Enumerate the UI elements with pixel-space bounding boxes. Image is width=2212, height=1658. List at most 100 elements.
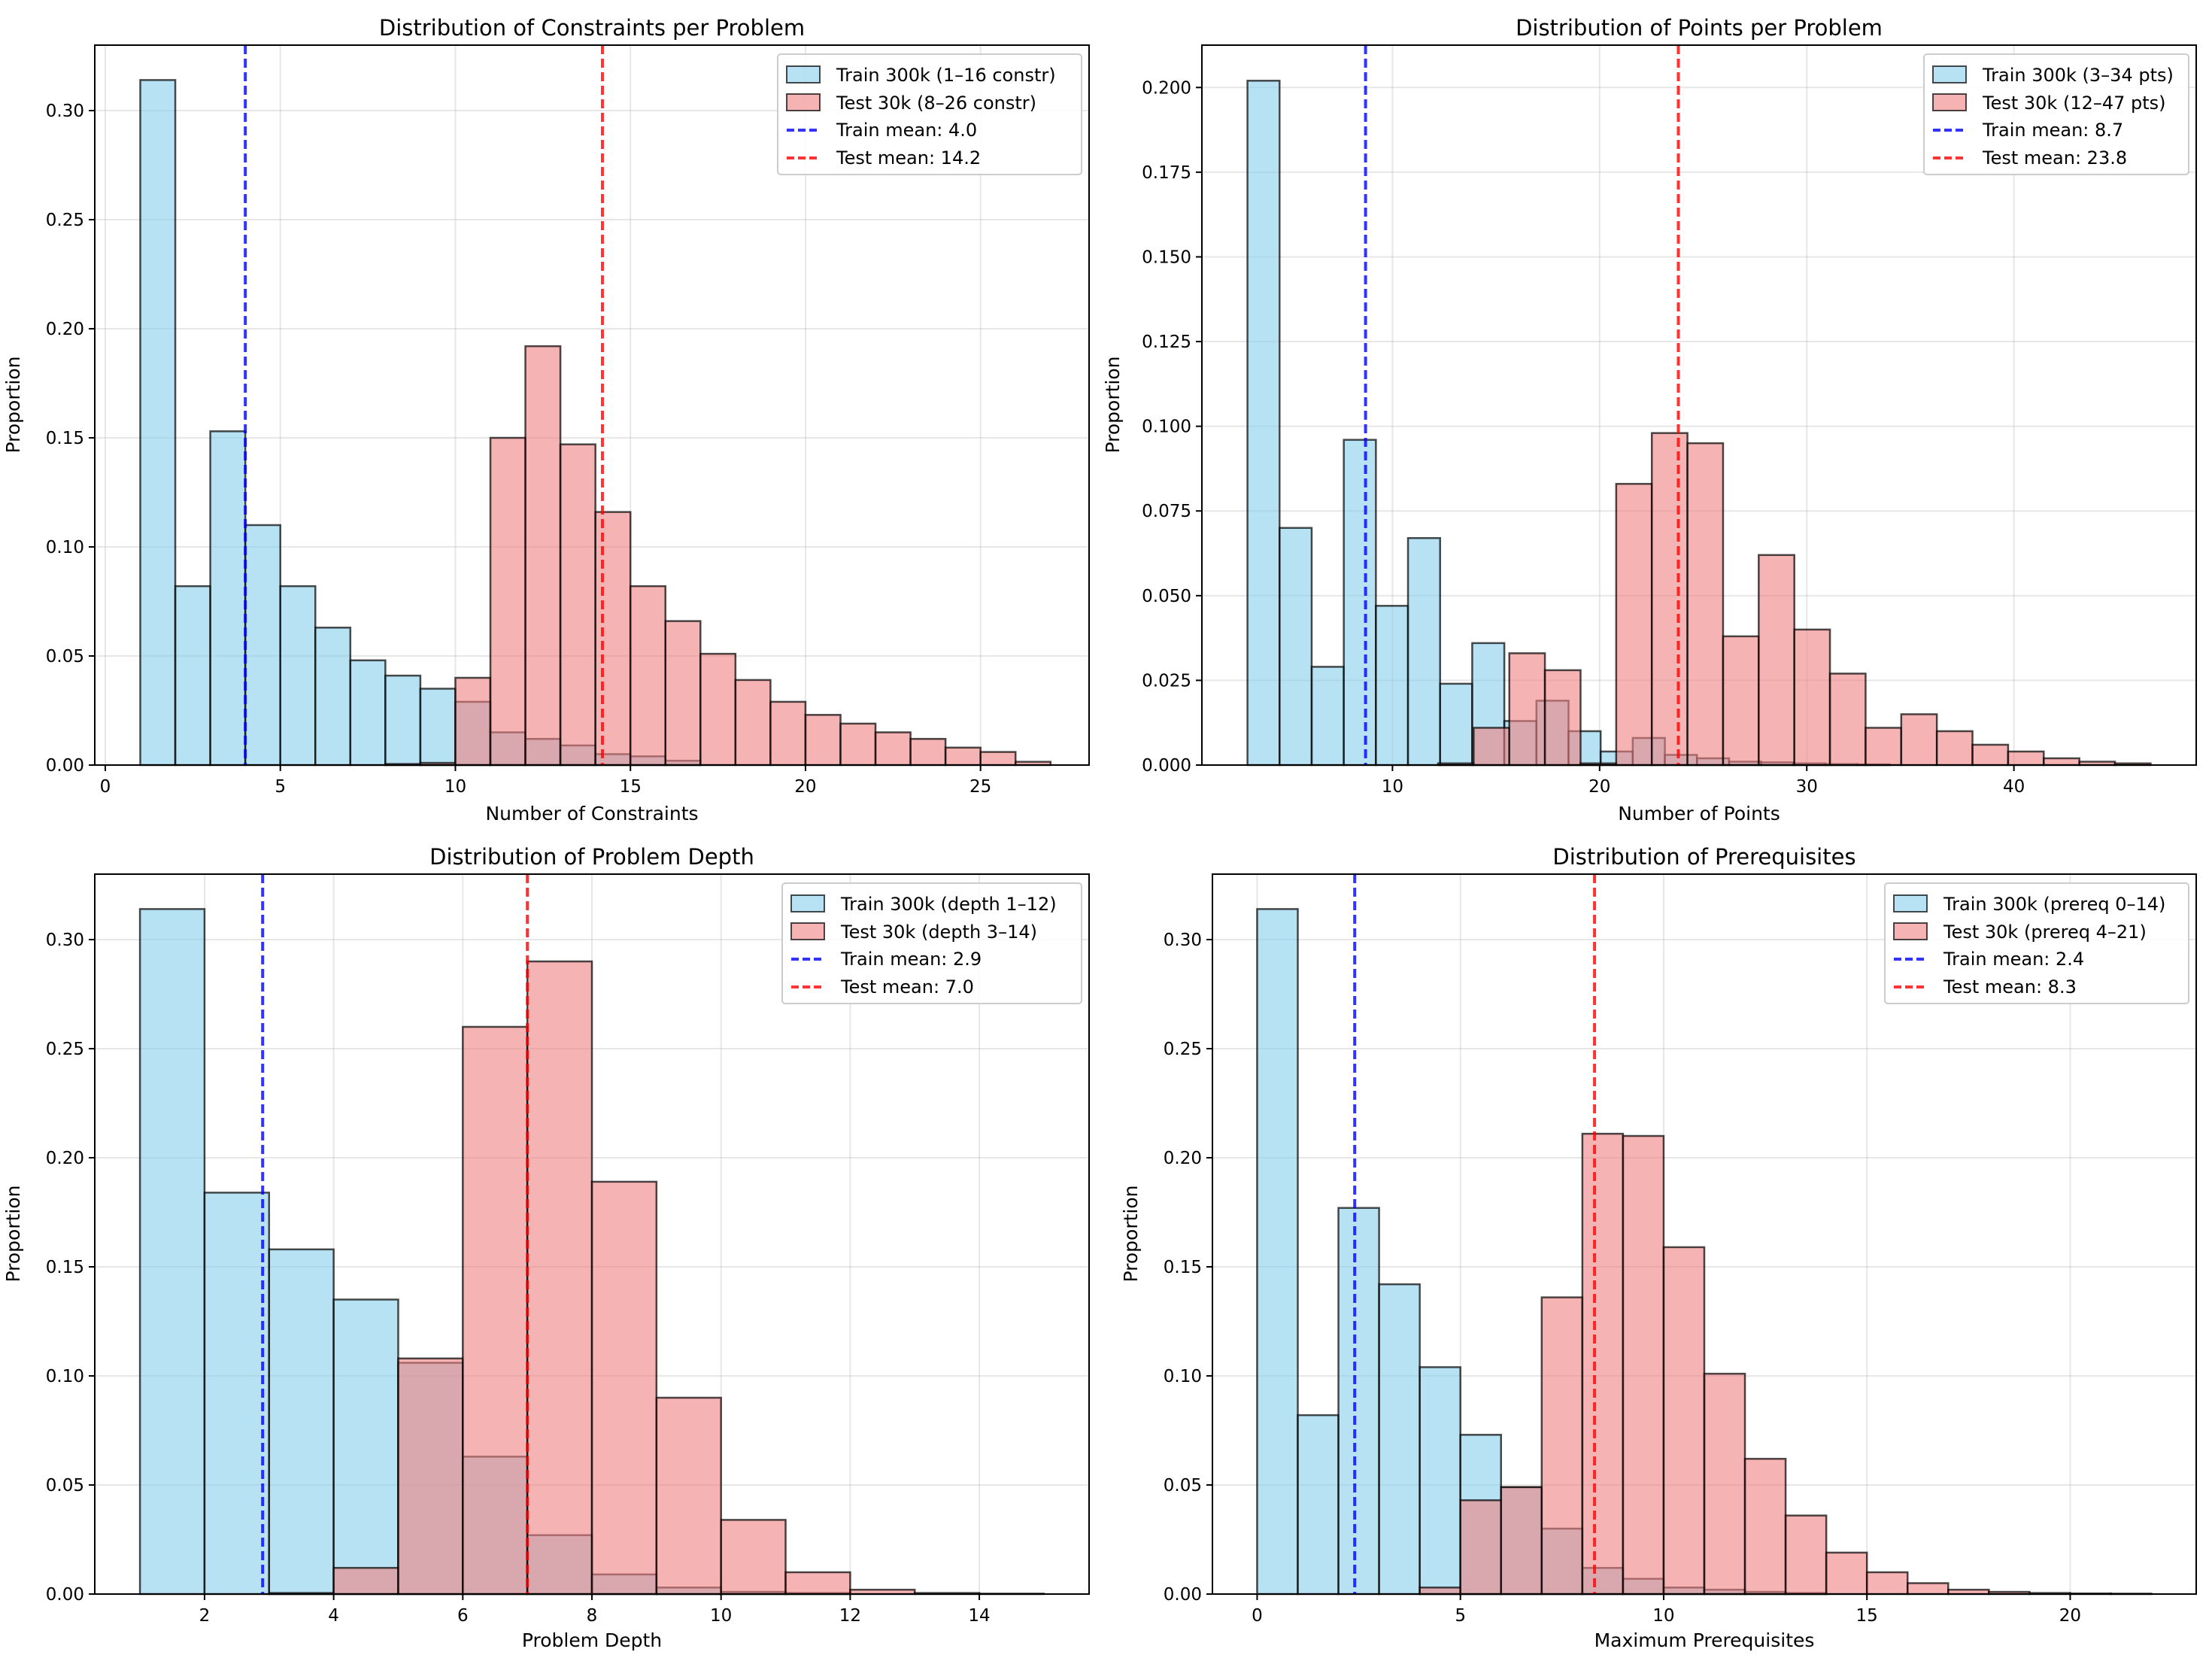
test-bar bbox=[1508, 652, 1546, 767]
test-bar bbox=[1500, 1486, 1543, 1596]
test-bar bbox=[524, 345, 562, 767]
train-bar bbox=[384, 674, 422, 767]
legend-label-train-mean: Train mean: 2.9 bbox=[840, 949, 982, 970]
y-tick-label: 0.000 bbox=[1142, 756, 1191, 776]
y-axis-label: Proportion bbox=[2, 1186, 24, 1283]
test-bar bbox=[1793, 628, 1831, 767]
y-tick-label: 0.100 bbox=[1142, 418, 1191, 437]
train-bar bbox=[332, 1298, 399, 1596]
legend-label-test: Test 30k (8–26 constr) bbox=[836, 93, 1036, 114]
y-axis-ticks: 0.00 0.05 0.10 0.15 0.20 0.25 0.30 bbox=[46, 931, 95, 1605]
legend-swatch-train bbox=[1932, 65, 1967, 84]
test-bar bbox=[629, 585, 667, 767]
test-bar bbox=[664, 620, 702, 767]
panel-depth: 2 4 6 8 10 12 14 0.000.050.100.150.200.250.30 … bbox=[2, 844, 1090, 1651]
y-tick-label: 0.25 bbox=[46, 211, 84, 230]
test-bar bbox=[1900, 713, 1938, 767]
test-bar bbox=[804, 714, 842, 767]
x-tick-label: 15 bbox=[1856, 1606, 1878, 1626]
legend-label-train-mean: Train mean: 2.4 bbox=[1943, 949, 2084, 970]
legend: Train 300k (1–16 constr) Test 30k (8–26 … bbox=[777, 53, 1082, 175]
x-tick-label: 20 bbox=[794, 777, 816, 797]
test-bar bbox=[462, 1025, 529, 1596]
y-tick-label: 0.05 bbox=[46, 1476, 84, 1496]
x-tick-label: 8 bbox=[587, 1606, 598, 1626]
train-bar bbox=[209, 430, 247, 767]
x-tick-label: 20 bbox=[2059, 1606, 2081, 1626]
y-tick-label: 0.00 bbox=[46, 1585, 84, 1605]
legend-label-test-mean: Test mean: 8.3 bbox=[1943, 976, 2077, 998]
y-tick-label: 0.25 bbox=[46, 1040, 84, 1059]
y-tick-label: 0.20 bbox=[1164, 1149, 1202, 1168]
train-bar bbox=[1375, 605, 1409, 767]
test-bar bbox=[784, 1571, 851, 1596]
y-tick-label: 0.200 bbox=[1142, 78, 1191, 98]
test-bar bbox=[1662, 1246, 1706, 1596]
test-bar bbox=[1758, 554, 1795, 767]
test-bar bbox=[655, 1396, 722, 1596]
legend-label-train: Train 300k (3–34 pts) bbox=[1982, 65, 2174, 86]
train-bar bbox=[244, 524, 281, 767]
test-bar bbox=[1865, 727, 1903, 767]
histogram-bars bbox=[138, 908, 1045, 1596]
test-bar bbox=[397, 1357, 464, 1596]
x-axis-ticks: 0 5 10 15 20 25 bbox=[100, 765, 991, 797]
panel-points: 10 20 30 40 0.0000.0250.0500.0750.1000.1250… bbox=[1102, 15, 2197, 824]
x-tick-label: 2 bbox=[199, 1606, 211, 1626]
y-tick-label: 0.150 bbox=[1142, 247, 1191, 267]
y-tick-label: 0.025 bbox=[1142, 671, 1191, 691]
test-bar bbox=[2043, 757, 2080, 767]
x-axis-label: Number of Points bbox=[1618, 803, 1780, 824]
x-tick-label: 10 bbox=[1382, 777, 1403, 797]
x-tick-label: 25 bbox=[969, 777, 991, 797]
test-bar bbox=[979, 751, 1017, 767]
test-bar bbox=[874, 731, 912, 767]
legend-box bbox=[781, 882, 1082, 1004]
test-bar bbox=[1703, 1372, 1746, 1596]
legend-box bbox=[1923, 53, 2189, 175]
x-tick-label: 40 bbox=[2003, 777, 2025, 797]
x-tick-label: 0 bbox=[100, 777, 111, 797]
chart-title: Distribution of Points per Problem bbox=[1516, 15, 1883, 41]
y-tick-label: 0.10 bbox=[1164, 1367, 1202, 1386]
y-tick-label: 0.00 bbox=[1164, 1585, 1202, 1605]
x-tick-label: 15 bbox=[620, 777, 642, 797]
y-tick-label: 0.075 bbox=[1142, 502, 1191, 521]
legend-label-train-mean: Train mean: 4.0 bbox=[836, 120, 977, 141]
y-tick-label: 0.10 bbox=[46, 1367, 84, 1386]
test-bar bbox=[1540, 1296, 1584, 1596]
test-bar bbox=[594, 511, 632, 767]
test-bar bbox=[2007, 750, 2045, 767]
mean-lines bbox=[1364, 45, 1680, 765]
y-axis-label: Proportion bbox=[2, 357, 24, 454]
train-bar bbox=[174, 585, 211, 767]
test-bar bbox=[1650, 432, 1689, 767]
y-tick-label: 0.20 bbox=[46, 1149, 84, 1168]
test-bar bbox=[1615, 482, 1653, 767]
train-bar bbox=[139, 79, 177, 767]
test-bar bbox=[944, 746, 982, 767]
test-bar bbox=[1971, 743, 2010, 767]
legend-label-test: Test 30k (prereq 4–21) bbox=[1943, 922, 2147, 943]
train-bar bbox=[1246, 80, 1281, 767]
x-tick-label: 10 bbox=[1652, 1606, 1674, 1626]
y-tick-label: 0.15 bbox=[46, 1258, 84, 1277]
chart-title: Distribution of Constraints per Problem bbox=[379, 15, 805, 41]
test-bar bbox=[769, 700, 807, 767]
train-bar bbox=[314, 627, 352, 767]
legend-swatch-train bbox=[786, 65, 821, 84]
histogram-bars bbox=[1256, 908, 2153, 1596]
histogram-bars bbox=[1246, 80, 2152, 767]
legend-label-test: Test 30k (12–47 pts) bbox=[1982, 93, 2166, 114]
test-bar bbox=[1935, 730, 1974, 767]
test-bar bbox=[1828, 673, 1867, 767]
test-bar bbox=[1581, 1132, 1625, 1596]
x-tick-label: 10 bbox=[445, 777, 466, 797]
test-bar bbox=[1686, 442, 1725, 767]
y-tick-label: 0.10 bbox=[46, 538, 84, 557]
panel-constraints: 0 5 10 15 20 25 0.000.050.100.150.200.250.30 … bbox=[2, 15, 1090, 824]
train-bar bbox=[419, 688, 457, 767]
x-tick-label: 6 bbox=[457, 1606, 469, 1626]
legend-swatch-test bbox=[786, 93, 821, 111]
